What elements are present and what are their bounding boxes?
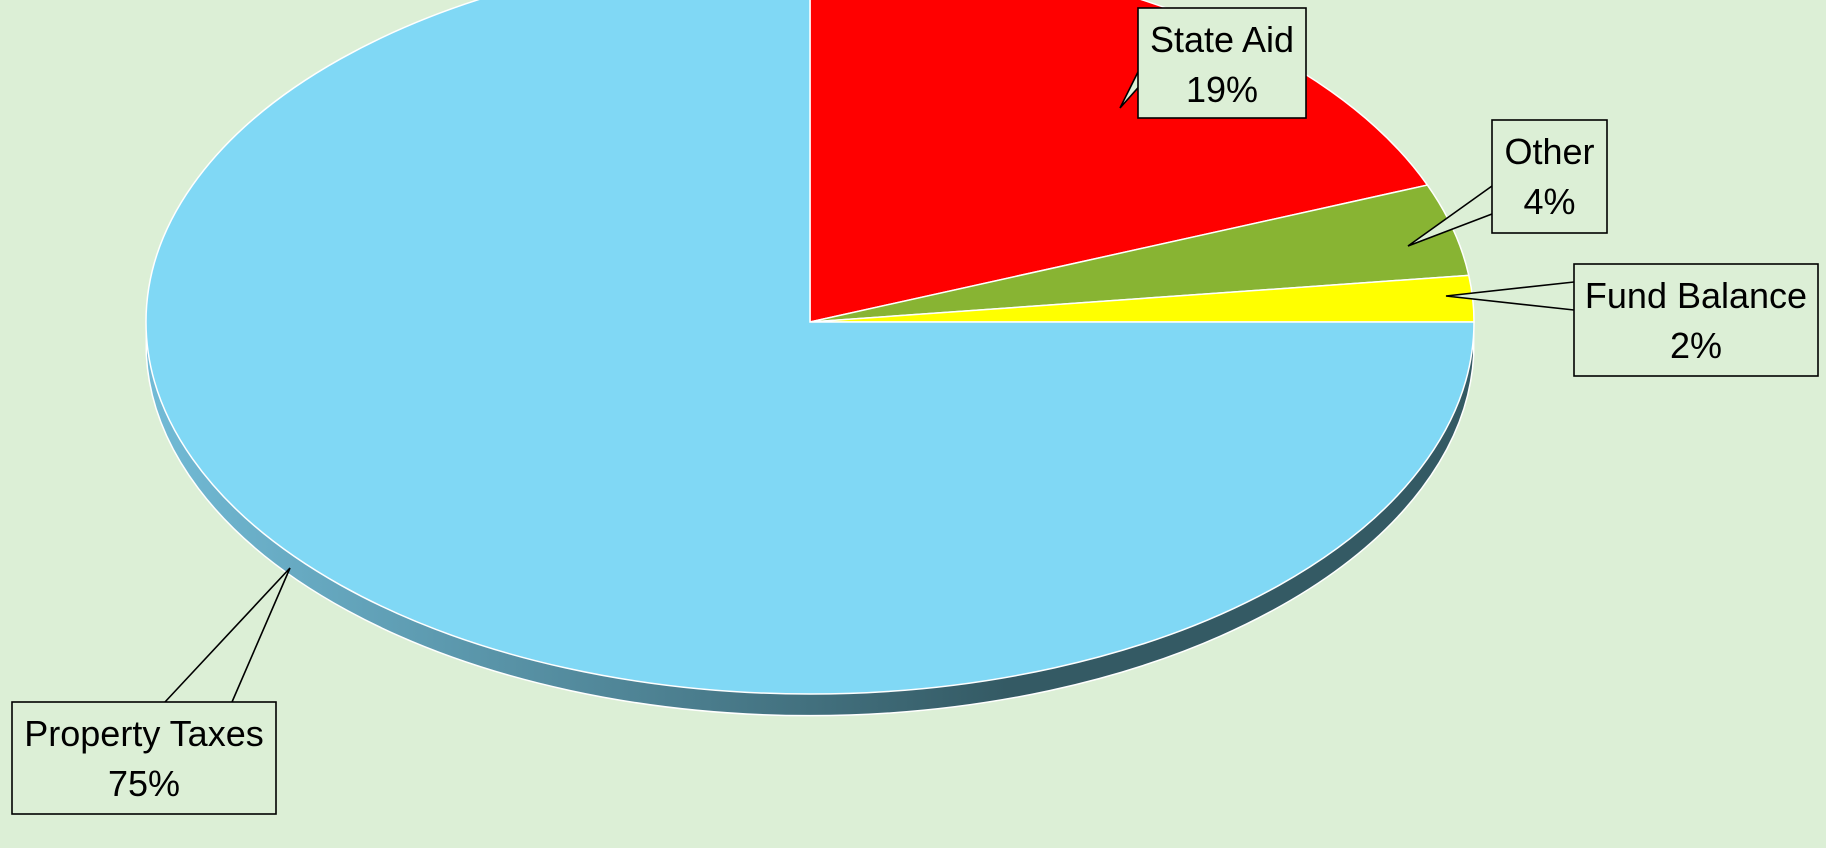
- callout-box: [11, 701, 277, 815]
- callout-box: [1137, 7, 1307, 119]
- leader-line: [164, 567, 291, 703]
- leader-line: [1407, 185, 1493, 247]
- callout-property-taxes: Property Taxes 75%: [11, 567, 291, 815]
- slice-label: Other: [1504, 131, 1594, 172]
- leader-line: [1445, 281, 1575, 311]
- slice-percent-label: 19%: [1186, 69, 1258, 110]
- slice-label: State Aid: [1150, 19, 1294, 60]
- slice-label: Property Taxes: [24, 713, 263, 754]
- slice-percent-label: 75%: [108, 763, 180, 804]
- callout-fund-balance: Fund Balance 2%: [1445, 263, 1819, 377]
- callout-state-aid: State Aid 19%: [1119, 7, 1307, 119]
- slice-percent-label: 4%: [1523, 181, 1575, 222]
- slice-percent-label: 2%: [1670, 325, 1722, 366]
- callout-box: [1573, 263, 1819, 377]
- callout-box: [1491, 119, 1608, 234]
- slice-label: Fund Balance: [1585, 275, 1807, 316]
- pie-slice-property-taxes: [145, 0, 1475, 695]
- callout-other: Other 4%: [1407, 119, 1608, 247]
